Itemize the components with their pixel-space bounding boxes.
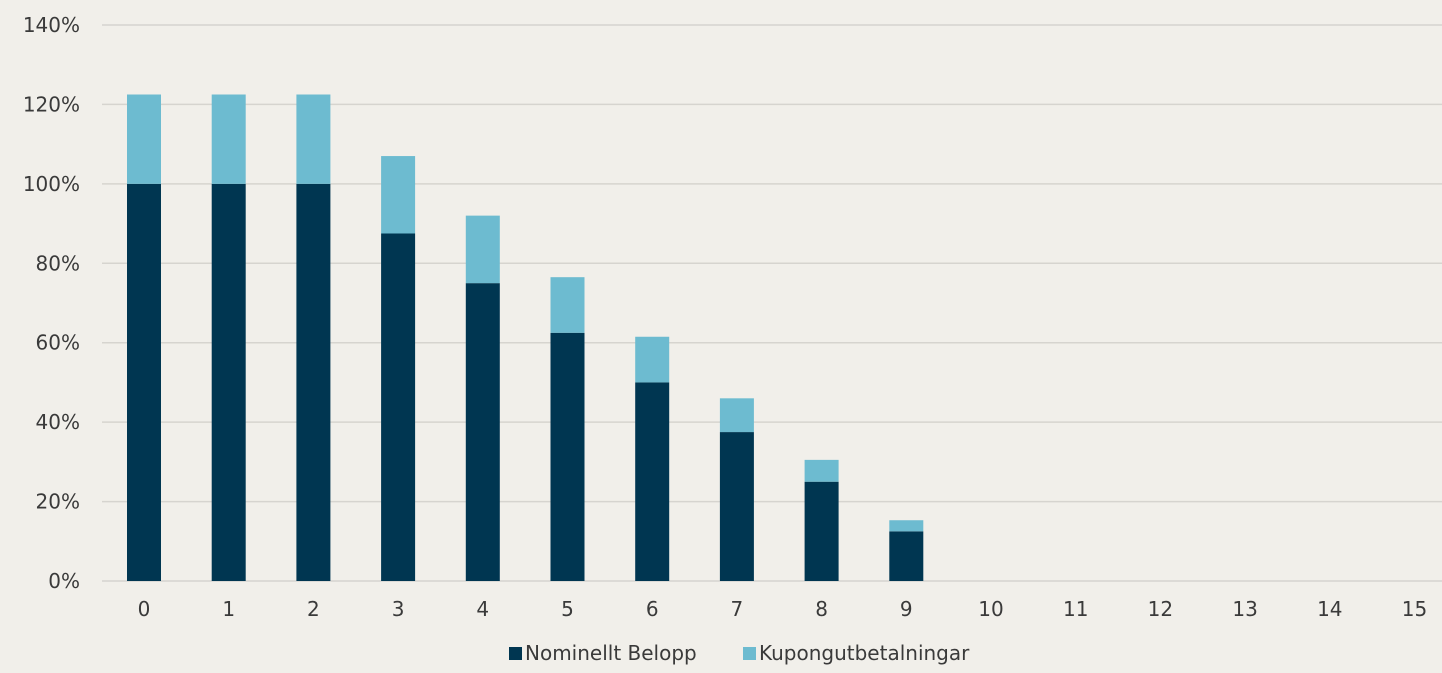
x-tick-label: 6 — [646, 597, 659, 621]
bar-kupongutbetalningar-4 — [465, 215, 500, 284]
x-tick-label: 1 — [222, 597, 235, 621]
x-tick-label: 15 — [1402, 597, 1427, 621]
y-tick-label: 100% — [23, 172, 80, 196]
y-tick-label: 140% — [23, 13, 80, 37]
bar-kupongutbetalningar-0 — [127, 94, 161, 184]
y-tick-label: 0% — [48, 569, 80, 593]
bar-nominellt-belopp-9 — [889, 531, 924, 581]
x-tick-label: 5 — [561, 597, 574, 621]
x-tick-label: 8 — [815, 597, 828, 621]
bar-nominellt-belopp-8 — [804, 481, 839, 581]
bar-nominellt-belopp-6 — [635, 382, 670, 581]
x-tick-label: 2 — [307, 597, 320, 621]
x-tick-label: 13 — [1232, 597, 1257, 621]
x-axis-ticks: 0 1 2 3 4 5 6 7 8 9 10 11 12 13 14 15 — [138, 597, 1428, 621]
legend-swatch-nominellt-belopp — [509, 647, 522, 660]
bar-nominellt-belopp-5 — [550, 332, 585, 581]
bar-nominellt-belopp-0 — [127, 183, 161, 581]
y-axis-ticks: 0% 20% 40% 60% 80% 100% 120% 140% — [23, 13, 80, 593]
bar-kupongutbetalningar-8 — [804, 459, 839, 482]
x-tick-label: 14 — [1317, 597, 1342, 621]
bar-nominellt-belopp-2 — [296, 183, 331, 581]
bar-kupongutbetalningar-6 — [635, 336, 670, 383]
legend-label-kupongutbetalningar: Kupongutbetalningar — [759, 641, 970, 665]
x-tick-label: 7 — [731, 597, 744, 621]
y-tick-label: 80% — [36, 251, 80, 275]
bar-kupongutbetalningar-2 — [296, 94, 331, 184]
bar-kupongutbetalningar-5 — [550, 277, 585, 333]
legend-label-nominellt-belopp: Nominellt Belopp — [525, 641, 697, 665]
x-tick-label: 12 — [1148, 597, 1173, 621]
bar-kupongutbetalningar-1 — [211, 94, 246, 184]
y-tick-label: 120% — [23, 92, 80, 116]
x-tick-label: 11 — [1063, 597, 1088, 621]
bars — [127, 94, 924, 581]
x-tick-label: 10 — [978, 597, 1003, 621]
bar-nominellt-belopp-4 — [465, 283, 500, 581]
bar-kupongutbetalningar-3 — [381, 156, 416, 234]
bar-nominellt-belopp-7 — [719, 432, 754, 581]
y-tick-label: 60% — [36, 331, 80, 355]
bar-nominellt-belopp-1 — [211, 183, 246, 581]
x-tick-label: 9 — [900, 597, 913, 621]
x-tick-label: 3 — [392, 597, 405, 621]
bar-kupongutbetalningar-7 — [719, 398, 754, 433]
x-tick-label: 0 — [138, 597, 151, 621]
bar-kupongutbetalningar-9 — [889, 520, 924, 532]
bar-nominellt-belopp-3 — [381, 233, 416, 581]
y-tick-label: 20% — [36, 490, 80, 514]
legend-swatch-kupongutbetalningar — [743, 647, 756, 660]
y-tick-label: 40% — [36, 410, 80, 434]
x-tick-label: 4 — [476, 597, 489, 621]
legend: Nominellt Belopp Kupongutbetalningar — [509, 641, 970, 665]
